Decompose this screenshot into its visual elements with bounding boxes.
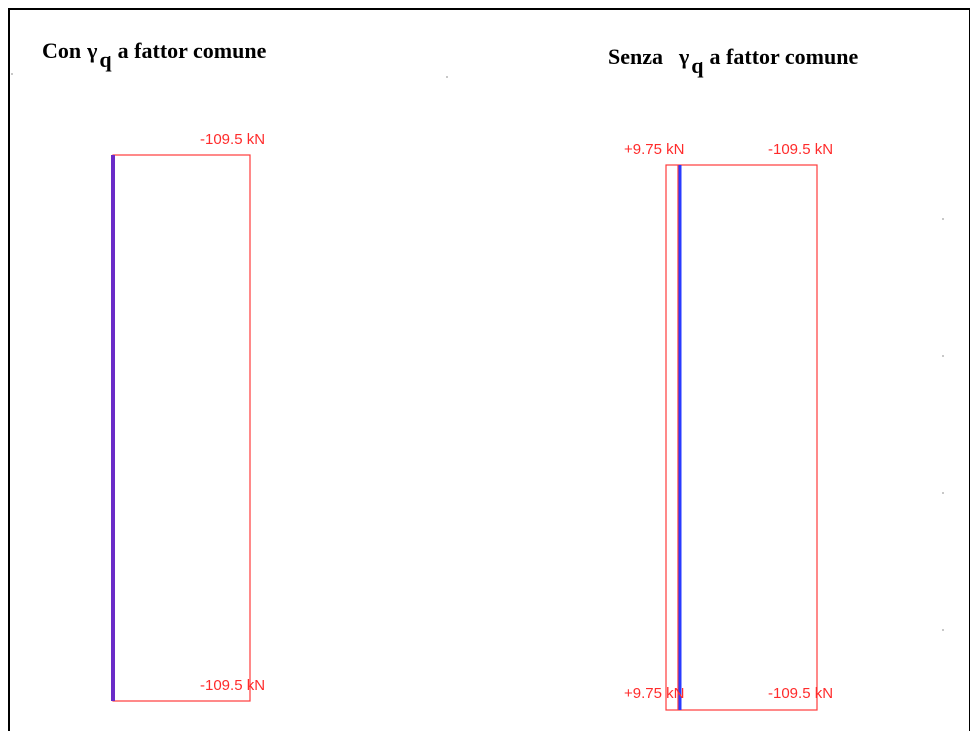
edge-marks: [11, 73, 944, 631]
left-bottom-value-label: -109.5 kN: [200, 677, 266, 694]
right-title-suffix: a fattor comune: [709, 44, 859, 69]
right-bottom-right-value-label: -109.5 kN: [768, 685, 834, 702]
left-panel-title: Con γq a fattor comune: [42, 38, 267, 72]
edge-mark: [942, 355, 944, 357]
right-top-left-value-label: +9.75 kN: [624, 141, 685, 158]
left-title-suffix: a fattor comune: [117, 38, 267, 63]
edge-mark: [11, 73, 13, 75]
edge-mark: [942, 492, 944, 494]
figure-frame: [8, 8, 970, 731]
right-title-prefix: Senza: [608, 44, 663, 69]
edge-mark: [942, 218, 944, 220]
edge-mark: [942, 629, 944, 631]
left-title-subscript: q: [99, 47, 112, 72]
left-title-prefix: Con: [42, 38, 82, 63]
right-title-subscript: q: [691, 53, 704, 78]
left-axial-diagram-outline: [112, 154, 251, 702]
right-bottom-left-value-label: +9.75 kN: [624, 685, 685, 702]
left-title-gamma: γ: [87, 38, 98, 63]
right-panel-title: Senza γq a fattor comune: [608, 44, 859, 78]
left-top-value-label: -109.5 kN: [200, 131, 266, 148]
right-top-right-value-label: -109.5 kN: [768, 141, 834, 158]
edge-mark: [446, 76, 448, 78]
right-axial-diagram-outline: [665, 164, 818, 711]
right-title-gamma: γ: [679, 44, 690, 69]
